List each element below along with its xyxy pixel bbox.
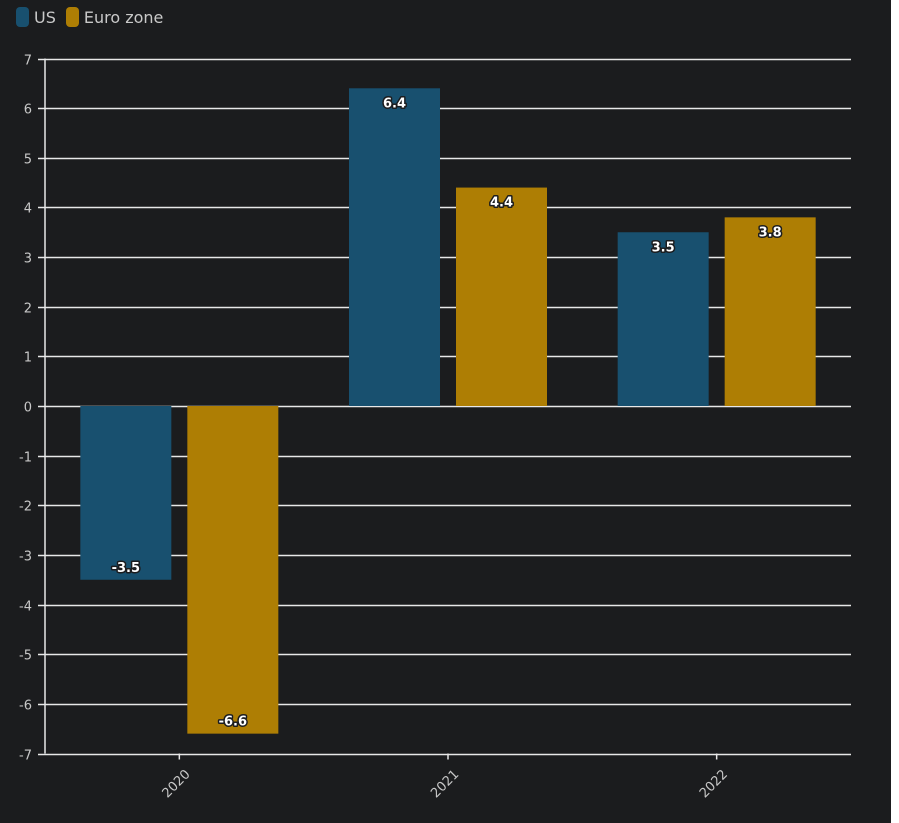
y-tick-label-7: 0	[24, 401, 32, 416]
bar-us-2021[interactable]	[349, 88, 440, 407]
legend-swatch-euro-zone	[65, 7, 79, 27]
data-label-euro-zone-2020: -6.6	[219, 715, 247, 730]
bar-us-2022[interactable]	[617, 232, 709, 406]
bar-euro-zone-2022[interactable]	[724, 217, 816, 406]
y-tick-label-11: -4	[19, 600, 32, 615]
y-tick-label-3: 4	[24, 202, 32, 217]
y-tick-label-6: 1	[24, 351, 32, 366]
y-tick-label-0: 7	[24, 54, 32, 69]
bar-euro-zone-2020[interactable]	[187, 406, 279, 734]
data-label-us-2020: -3.5	[112, 561, 140, 576]
y-tick-label-1: 6	[24, 103, 32, 118]
data-label-us-2021: 6.4	[383, 96, 406, 111]
legend-label-euro-zone: Euro zone	[83, 7, 164, 27]
legend-item-euro-zone[interactable]: Euro zone	[65, 7, 164, 27]
legend: US Euro zone	[16, 6, 163, 28]
data-label-euro-zone-2022: 3.8	[759, 225, 782, 240]
y-tick-label-2: 5	[24, 153, 32, 168]
x-tick-label-2021: 2021	[428, 767, 462, 801]
y-tick-label-10: -3	[19, 550, 32, 565]
y-tick-label-4: 3	[24, 252, 32, 267]
x-tick-label-2020: 2020	[160, 767, 194, 801]
y-tick-label-12: -5	[19, 649, 32, 664]
legend-swatch-us	[16, 7, 29, 27]
x-tick-label-2022: 2022	[697, 767, 731, 801]
legend-label-us: US	[34, 7, 56, 27]
y-tick-label-14: -7	[19, 749, 32, 764]
legend-item-us[interactable]: US	[16, 7, 56, 27]
y-tick-label-13: -6	[19, 699, 32, 714]
y-tick-label-8: -1	[19, 451, 32, 466]
data-label-euro-zone-2021: 4.4	[490, 196, 513, 211]
y-tick-label-5: 2	[24, 302, 32, 317]
data-label-us-2022: 3.5	[652, 240, 675, 255]
y-tick-label-9: -2	[19, 500, 32, 515]
bar-us-2020[interactable]	[80, 406, 172, 580]
bar-euro-zone-2021[interactable]	[456, 187, 547, 406]
